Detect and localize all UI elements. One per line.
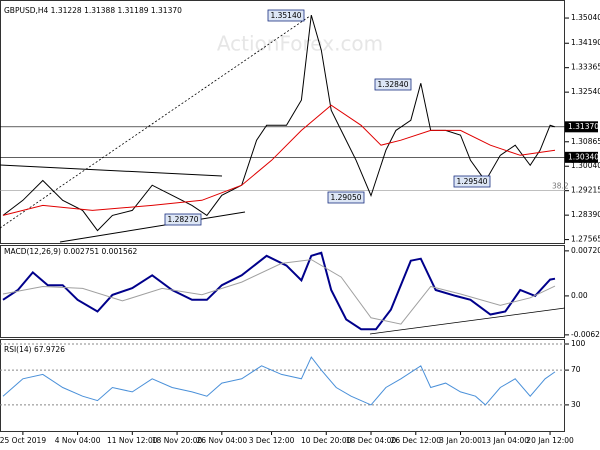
level-box	[565, 121, 598, 133]
annotation: 1.29540	[456, 177, 487, 186]
panel-title: GBPUSD,H4 1.31228 1.31388 1.31189 1.3137…	[4, 6, 182, 15]
y-tick-label: 1.33365	[571, 63, 600, 72]
x-tick-label: 18 Nov 20:00	[152, 436, 203, 445]
y-tick-label: 1.32540	[571, 87, 600, 96]
annotation-box	[327, 191, 365, 204]
level-label: 1.30340	[568, 152, 599, 161]
y-tick-label: 1.30040	[571, 161, 600, 170]
x-tick-label: 26 Dec 12:00	[391, 436, 442, 445]
trend-line	[0, 164, 223, 177]
panel-title: RSI(14) 67.9726	[4, 345, 65, 354]
series-line	[2, 104, 556, 216]
x-tick-label: 18 Dec 04:00	[346, 436, 397, 445]
panel-title: MACD(12,26,9) 0.002751 0.001562	[4, 247, 138, 256]
y-tick-label: 1.34190	[571, 38, 600, 47]
annotation: 1.28270	[167, 215, 198, 224]
y-tick-label: 0.007201	[571, 246, 600, 255]
level-label: 1.31370	[568, 122, 599, 131]
y-tick-label: 1.35040	[571, 13, 600, 22]
x-tick-label: 25 Oct 2019	[0, 436, 46, 445]
annotation-box	[453, 175, 491, 188]
x-tick-label: 26 Nov 04:00	[197, 436, 248, 445]
y-tick-label: 1.27565	[571, 235, 600, 244]
panel-frame	[0, 245, 565, 338]
y-tick-label: 70	[571, 365, 581, 374]
y-tick-label: 0.00	[571, 291, 588, 300]
series-line	[2, 259, 556, 325]
series-line	[2, 14, 556, 232]
level-box	[565, 151, 598, 163]
y-tick-label: 30	[571, 400, 581, 409]
x-tick-label: 10 Dec 20:00	[301, 436, 352, 445]
x-tick-label: 11 Nov 12:00	[107, 436, 158, 445]
annotation: 1.32840	[377, 80, 408, 89]
annotation-box	[374, 78, 412, 91]
series-line	[2, 251, 556, 331]
x-tick-label: 4 Nov 04:00	[55, 436, 101, 445]
annotation: 1.29050	[330, 193, 361, 202]
x-tick-label: 20 Jan 12:00	[526, 436, 574, 445]
y-tick-label: 1.28390	[571, 210, 600, 219]
trend-line	[59, 211, 246, 243]
annotation-box	[267, 9, 305, 22]
series-line	[2, 356, 556, 406]
watermark: ActionForex.com	[217, 32, 383, 56]
y-tick-label: 1.30865	[571, 137, 600, 146]
trend-line	[369, 307, 566, 335]
panel-frame	[0, 339, 565, 432]
y-tick-label: -0.006229	[571, 330, 600, 339]
y-tick-label: 100	[571, 339, 586, 348]
annotations: 1.35140 1.32840 1.29050 1.29540 1.28270	[164, 9, 491, 226]
x-tick-label: 13 Jan 04:00	[482, 436, 530, 445]
y-tick-label: 1.29215	[571, 186, 600, 195]
annotation: 1.35140	[270, 11, 301, 20]
level-label: 38.2	[552, 182, 569, 191]
annotation-box	[164, 213, 202, 226]
trend-line	[0, 15, 311, 229]
panel-frame	[0, 0, 565, 244]
x-tick-label: 3 Jan 20:00	[439, 436, 482, 445]
x-tick-label: 3 Dec 12:00	[249, 436, 295, 445]
